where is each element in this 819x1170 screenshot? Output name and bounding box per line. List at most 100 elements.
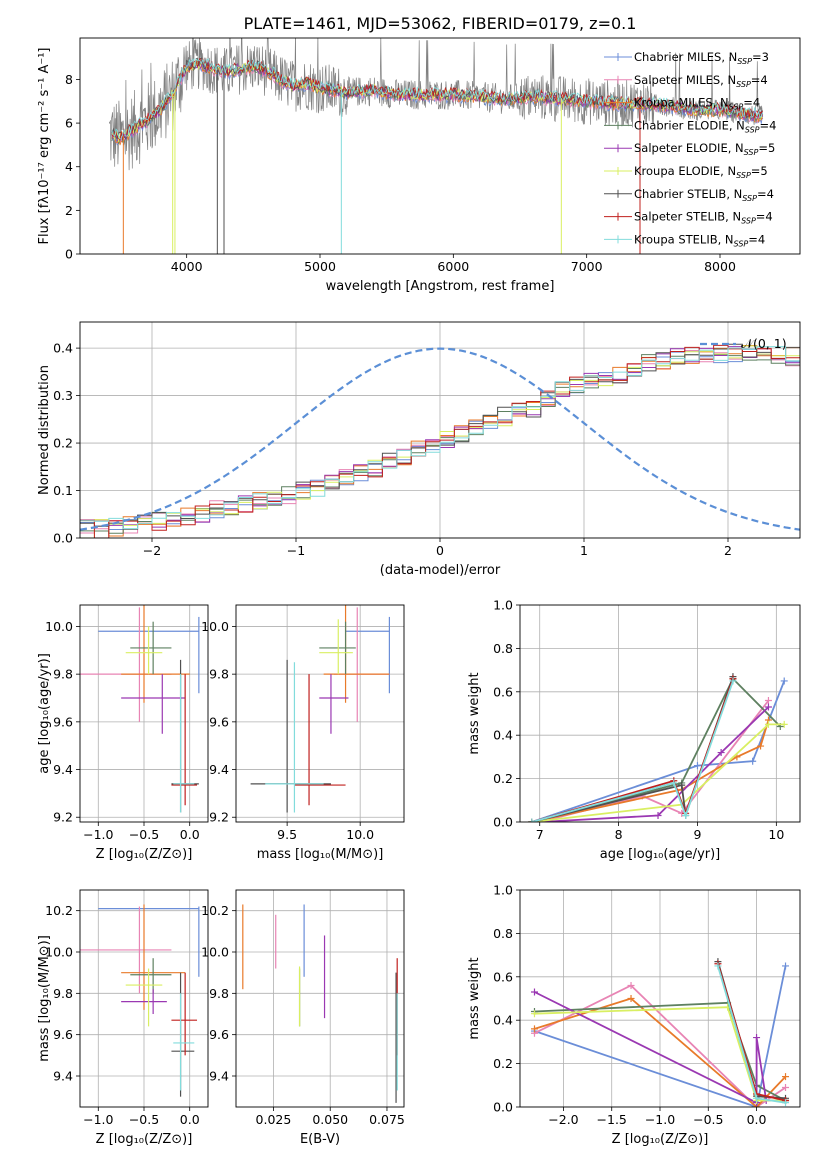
legend-entry: Kroupa STELIB, NSSP=4 — [604, 232, 765, 248]
y-tick-label: 0.8 — [493, 926, 513, 941]
errorbar-chabrier-miles — [345, 616, 390, 694]
x-axis-label: wavelength [Angstrom, rest frame] — [326, 279, 555, 294]
x-tick-label: 0.050 — [312, 1112, 348, 1127]
y-tick-label: 0.3 — [53, 388, 73, 403]
y-tick-label: 0.2 — [53, 436, 73, 451]
legend-entry: Chabrier MILES, NSSP=3 — [604, 50, 769, 66]
data-marker — [764, 720, 772, 728]
legend-label-text: Kroupa MILES, N — [634, 96, 729, 110]
errorbar-salpeter-miles — [333, 607, 390, 722]
data-marker — [530, 1010, 538, 1018]
legend-label-sub: SSP — [742, 194, 757, 203]
x-tick-label: −1 — [287, 543, 305, 558]
x-tick-label: −2 — [143, 543, 161, 558]
x-tick-label: 9.5 — [277, 827, 297, 842]
x-tick-label: 7000 — [571, 259, 603, 274]
y-tick-label: 0.4 — [53, 341, 73, 356]
data-marker — [780, 720, 788, 728]
x-tick-label: 8 — [615, 827, 623, 842]
data-marker — [682, 811, 690, 819]
data-marker — [654, 811, 662, 819]
data-marker — [670, 779, 678, 787]
errorbar-salpeter-stelib — [294, 674, 346, 806]
axes-frame — [519, 889, 801, 1108]
errorbar-kroupa-elodie — [319, 619, 353, 675]
data-marker — [753, 1034, 761, 1042]
series-line-chabrier-elodie — [531, 677, 781, 822]
y-tick-label: 0.6 — [493, 969, 513, 984]
x-axis-label: (data-model)/error — [380, 563, 501, 578]
data-marker — [528, 818, 536, 822]
y-tick-label: 2 — [65, 203, 73, 218]
y-axis-label: Flux [fλ10⁻¹⁷ erg cm⁻² s⁻¹ A⁻¹] — [37, 48, 52, 245]
plot-area-age-vs-z — [80, 605, 208, 822]
data-marker — [678, 781, 686, 789]
x-tick-label: 5000 — [304, 259, 336, 274]
axes-frame — [79, 604, 209, 823]
legend-label-sub: SSP — [736, 80, 751, 89]
x-tick-label: 7 — [536, 827, 544, 842]
plot-area-mass-vs-z — [80, 890, 208, 1107]
errorbar-salpeter-elodie — [121, 989, 167, 1014]
y-tick-label: 4 — [65, 159, 73, 174]
x-tick-label: 10 — [768, 827, 784, 842]
y-tick-label: 8 — [65, 72, 73, 87]
series-line-kroupa-elodie — [531, 723, 785, 822]
y-tick-label: 0 — [65, 247, 73, 262]
y-tick-label: 0.2 — [493, 771, 513, 786]
data-marker — [757, 742, 765, 750]
data-marker — [782, 1083, 790, 1091]
figure-title: PLATE=1461, MJD=53062, FIBERID=0179, z=0… — [244, 14, 637, 33]
errorbar-kroupa-stelib — [173, 674, 195, 813]
legend-entry: Kroupa ELODIE, NSSP=5 — [604, 164, 768, 180]
x-tick-label: 8000 — [704, 259, 736, 274]
plot-area-residuals — [80, 322, 800, 538]
x-tick-label: 0.0 — [180, 827, 200, 842]
data-marker — [782, 962, 790, 970]
x-tick-label: −0.5 — [693, 1112, 723, 1127]
data-marker — [782, 1073, 790, 1081]
y-tick-label: 9.2 — [53, 810, 73, 825]
panel-spectrum: 4000 5000 6000 7000 8000 0 2 4 6 8 wavelength [Ang… — [37, 37, 801, 294]
y-tick-label: 9.6 — [53, 714, 73, 729]
errorbar-chabrier-elodie — [319, 621, 356, 675]
x-axis-label: Z [log₁₀(Z/Z⊙)] — [96, 1132, 193, 1147]
x-axis-label: mass [log₁₀(M/M⊙)] — [257, 847, 384, 862]
x-tick-label: 0.0 — [747, 1112, 767, 1127]
x-tick-label: −1.5 — [597, 1112, 627, 1127]
data-marker — [530, 988, 538, 996]
series-line-kroupa-miles — [534, 997, 787, 1107]
y-tick-label: 9.6 — [209, 1027, 229, 1042]
x-tick-label: 1 — [580, 543, 588, 558]
y-tick-label: 1.0 — [493, 598, 513, 613]
panel-weight-vs-z: −2.0 −1.5 −1.0 −0.5 0.0 0.0 0.2 0.4 0.6 0.8 1.0 Z [… — [467, 883, 801, 1147]
y-tick-label: 0.1 — [53, 483, 73, 498]
legend-label-sub: SSP — [745, 125, 760, 134]
legend-label-text: Kroupa ELODIE, N — [634, 164, 736, 178]
y-tick-label: 6 — [65, 116, 73, 131]
legend-label-text: Chabrier STELIB, N — [634, 187, 742, 201]
y-tick-label: 10.0 — [45, 619, 73, 634]
legend-label-value: =4 — [757, 187, 774, 201]
y-axis-label: age [log₁₀(age/yr)] — [37, 653, 52, 774]
y-axis-label: mass weight — [467, 957, 482, 1039]
y-tick-label: 9.8 — [209, 986, 229, 1001]
legend-label: Salpeter MILES, NSSP=4 — [634, 73, 768, 89]
panel-mass-vs-z: −1.0 −0.5 0.0 9.4 9.6 9.8 10.0 10.2 Z [log₁₀(Z/Z… — [37, 889, 209, 1147]
y-axis-label: mass weight — [467, 672, 482, 754]
data-marker — [717, 749, 725, 757]
legend-entry: Chabrier STELIB, NSSP=4 — [604, 187, 774, 203]
y-tick-label: 9.4 — [209, 1069, 229, 1084]
y-tick-label: 0.0 — [493, 815, 513, 830]
panel-residuals: −2 −1 0 1 2 0.0 0.1 0.2 0.3 0.4 (data-model)/error… — [37, 321, 801, 578]
legend-entry: Kroupa MILES, NSSP=4 — [604, 96, 760, 112]
plot-area-age-vs-mass — [236, 605, 404, 822]
legend-label: Salpeter ELODIE, NSSP=5 — [634, 141, 775, 157]
errorbar-chabrier-elodie — [130, 958, 172, 994]
data-marker — [782, 1099, 790, 1107]
x-tick-label: −1.0 — [645, 1112, 675, 1127]
x-tick-label: 0.025 — [256, 1112, 292, 1127]
errorbar-salpeter-miles — [80, 906, 172, 994]
y-axis-label: mass [log₁₀(M/M⊙)] — [37, 935, 52, 1062]
x-tick-label: 10.0 — [346, 827, 374, 842]
